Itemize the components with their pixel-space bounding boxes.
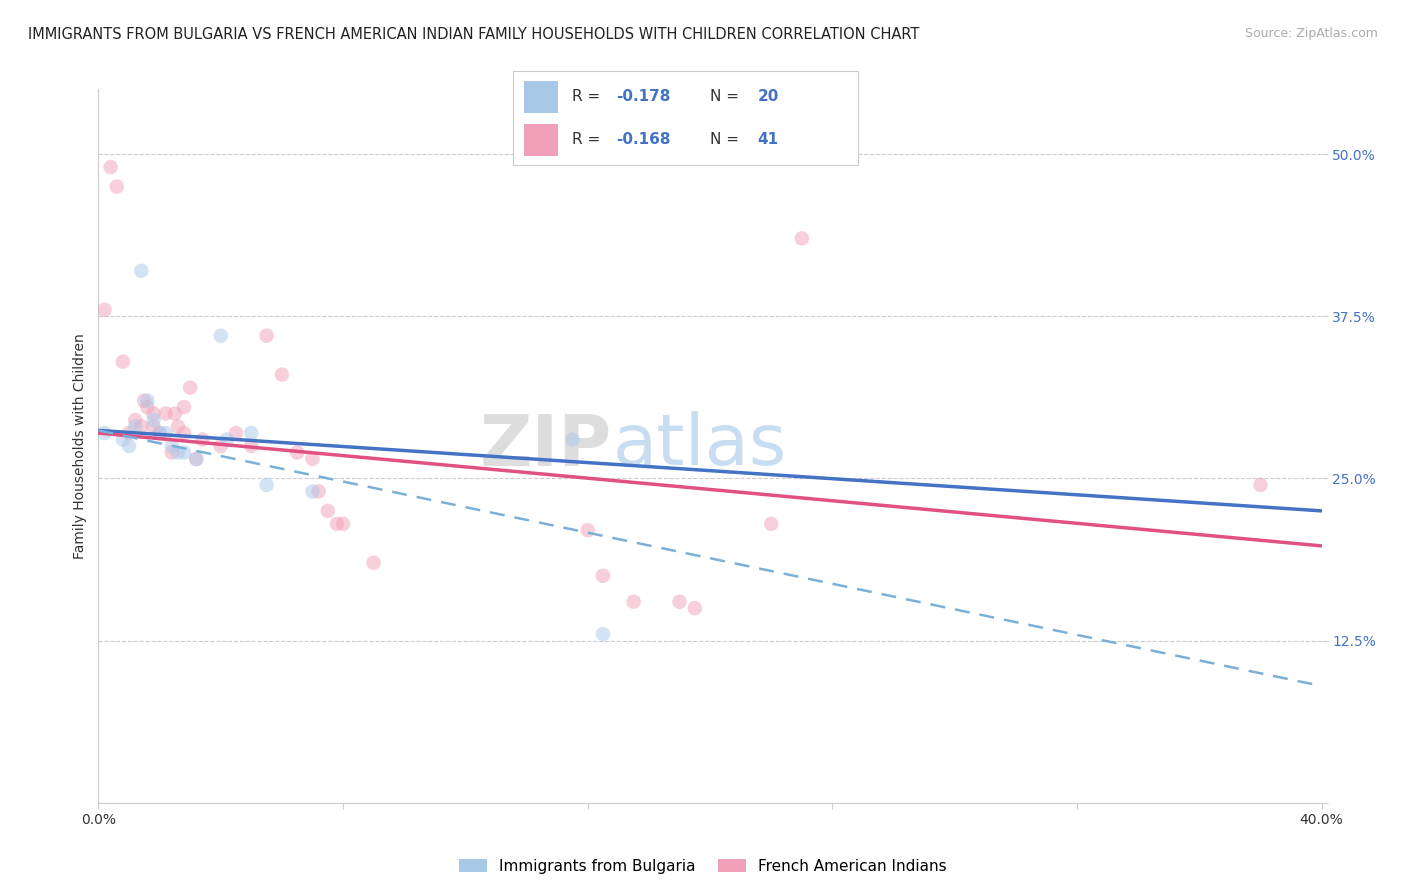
Point bbox=[149, 425, 172, 440]
Point bbox=[111, 354, 134, 368]
Point bbox=[592, 568, 614, 582]
Point bbox=[93, 425, 115, 440]
Point bbox=[301, 452, 323, 467]
Point bbox=[683, 601, 706, 615]
Point bbox=[256, 328, 278, 343]
Point bbox=[134, 393, 156, 408]
Point bbox=[308, 484, 330, 499]
Y-axis label: Family Households with Children: Family Households with Children bbox=[73, 333, 87, 559]
Bar bbox=[523, 81, 558, 112]
Point bbox=[155, 407, 177, 421]
Text: R =: R = bbox=[572, 132, 605, 147]
Point bbox=[142, 419, 165, 434]
Point bbox=[1249, 478, 1271, 492]
Point bbox=[576, 524, 599, 538]
Text: atlas: atlas bbox=[612, 411, 786, 481]
Point bbox=[363, 556, 385, 570]
Text: N =: N = bbox=[710, 132, 744, 147]
Point bbox=[173, 400, 195, 414]
Text: IMMIGRANTS FROM BULGARIA VS FRENCH AMERICAN INDIAN FAMILY HOUSEHOLDS WITH CHILDR: IMMIGRANTS FROM BULGARIA VS FRENCH AMERI… bbox=[28, 27, 920, 42]
Text: -0.168: -0.168 bbox=[616, 132, 671, 147]
Point bbox=[111, 433, 134, 447]
Point bbox=[759, 516, 782, 531]
Text: 20: 20 bbox=[758, 89, 779, 104]
Point bbox=[561, 433, 583, 447]
Point bbox=[163, 407, 186, 421]
Point bbox=[118, 439, 141, 453]
Point bbox=[167, 445, 190, 459]
Text: Source: ZipAtlas.com: Source: ZipAtlas.com bbox=[1244, 27, 1378, 40]
Point bbox=[225, 425, 247, 440]
Point bbox=[623, 595, 645, 609]
Text: 41: 41 bbox=[758, 132, 779, 147]
Point bbox=[316, 504, 339, 518]
Text: ZIP: ZIP bbox=[479, 411, 612, 481]
Point bbox=[240, 425, 263, 440]
Point bbox=[186, 452, 208, 467]
Point bbox=[256, 478, 278, 492]
Text: N =: N = bbox=[710, 89, 744, 104]
Point bbox=[100, 160, 122, 174]
Point bbox=[105, 179, 128, 194]
Point bbox=[118, 425, 141, 440]
Point bbox=[301, 484, 323, 499]
Point bbox=[136, 393, 159, 408]
Point bbox=[160, 445, 183, 459]
Point bbox=[173, 445, 195, 459]
Point bbox=[209, 328, 232, 343]
Point bbox=[790, 231, 813, 245]
Point bbox=[160, 439, 183, 453]
Point bbox=[129, 419, 152, 434]
Point bbox=[136, 400, 159, 414]
Point bbox=[149, 425, 172, 440]
Point bbox=[124, 419, 146, 434]
Bar bbox=[523, 124, 558, 156]
Point bbox=[191, 433, 214, 447]
Point bbox=[668, 595, 690, 609]
Point bbox=[129, 264, 152, 278]
Point bbox=[173, 425, 195, 440]
Legend: Immigrants from Bulgaria, French American Indians: Immigrants from Bulgaria, French America… bbox=[453, 853, 953, 880]
Point bbox=[270, 368, 292, 382]
Point bbox=[332, 516, 354, 531]
Point bbox=[186, 452, 208, 467]
Point bbox=[179, 381, 201, 395]
Point bbox=[215, 433, 238, 447]
Point bbox=[285, 445, 308, 459]
Text: R =: R = bbox=[572, 89, 605, 104]
Point bbox=[155, 425, 177, 440]
Point bbox=[209, 439, 232, 453]
Point bbox=[326, 516, 349, 531]
Point bbox=[142, 407, 165, 421]
Point bbox=[142, 413, 165, 427]
Text: -0.178: -0.178 bbox=[616, 89, 671, 104]
Point bbox=[93, 302, 115, 317]
Point bbox=[240, 439, 263, 453]
Point bbox=[167, 419, 190, 434]
Point bbox=[124, 413, 146, 427]
Point bbox=[592, 627, 614, 641]
